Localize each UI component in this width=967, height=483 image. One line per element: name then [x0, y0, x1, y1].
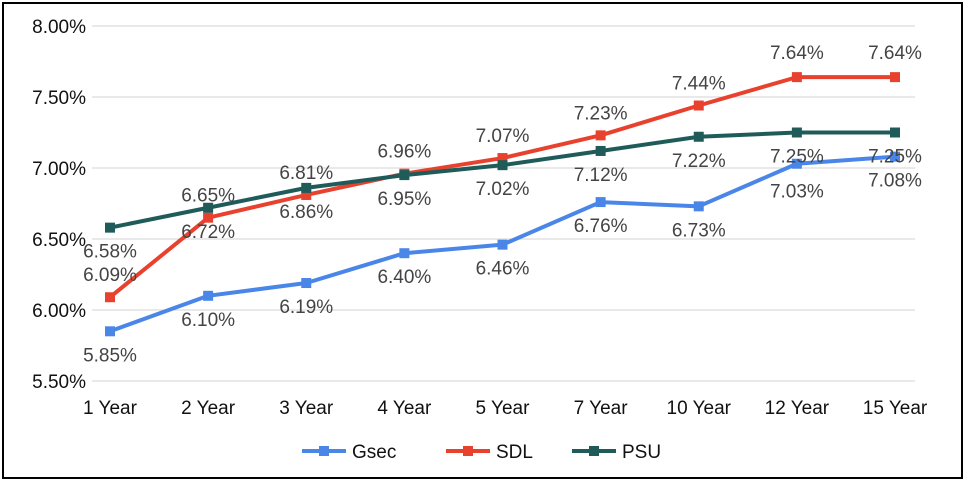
- gsec-data-label: 6.10%: [181, 310, 235, 331]
- psu-legend-marker: [589, 446, 599, 456]
- psu-marker: [595, 145, 606, 156]
- x-axis-ticks: 1 Year 2 Year 3 Year 4 Year 5 Year 7 Year 10 Y…: [83, 398, 928, 419]
- sdl-data-label: 7.44%: [672, 74, 726, 95]
- psu-marker: [693, 131, 704, 142]
- psu-data-label: 7.02%: [476, 179, 530, 200]
- gsec-legend-label: Gsec: [352, 442, 396, 463]
- x-tick-label: 4 Year: [377, 398, 432, 419]
- sdl-marker: [890, 72, 900, 83]
- sdl-data-label: 6.65%: [181, 186, 235, 207]
- gsec-data-label: 7.03%: [770, 182, 824, 203]
- gsec-marker: [595, 197, 606, 208]
- x-tick-label: 12 Year: [765, 398, 830, 419]
- sdl-marker: [791, 72, 802, 83]
- x-tick-label: 3 Year: [279, 398, 334, 419]
- gsec-marker: [497, 239, 508, 250]
- sdl-marker: [105, 292, 115, 303]
- psu-data-label: 6.72%: [181, 222, 235, 243]
- sdl-data-label: 7.64%: [770, 43, 824, 64]
- x-tick-label: 5 Year: [476, 398, 531, 419]
- x-tick-label: 1 Year: [83, 398, 138, 419]
- psu-marker: [890, 127, 900, 138]
- sdl-data-label: 6.96%: [377, 142, 431, 163]
- y-tick-label: 5.50%: [32, 372, 86, 393]
- gsec-data-label: 6.40%: [377, 267, 431, 288]
- gsec-data-label: 7.08%: [868, 171, 922, 192]
- psu-legend-label: PSU: [622, 442, 661, 463]
- gsec-marker: [693, 201, 704, 212]
- gsec-data-label: 6.19%: [279, 297, 333, 318]
- sdl-marker: [595, 130, 606, 141]
- sdl-marker: [301, 189, 312, 200]
- gsec-data-label: 6.73%: [672, 220, 726, 241]
- psu-marker: [497, 160, 508, 171]
- sdl-legend-label: SDL: [496, 442, 533, 463]
- sdl-legend-marker: [463, 446, 473, 456]
- psu-marker: [203, 202, 214, 213]
- x-tick-label: 10 Year: [667, 398, 732, 419]
- sdl-data-label: 7.07%: [476, 126, 530, 147]
- data-labels: 5.85% 6.10% 6.19% 6.40% 6.46% 6.76% 6.73% 7.03%…: [83, 43, 922, 366]
- psu-marker: [105, 222, 115, 233]
- gsec-marker: [301, 278, 312, 289]
- psu-data-label: 7.25%: [770, 147, 824, 168]
- gsec-data-label: 6.46%: [476, 259, 530, 280]
- psu-marker: [301, 182, 312, 193]
- gsec-marker: [105, 326, 115, 337]
- sdl-data-label: 6.81%: [279, 163, 333, 184]
- x-tick-label: 15 Year: [863, 398, 928, 419]
- y-tick-label: 6.50%: [32, 230, 86, 251]
- gsec-data-label: 5.85%: [83, 345, 137, 366]
- y-axis-ticks: 5.50% 6.00% 6.50% 7.00% 7.50% 8.00%: [32, 17, 86, 393]
- legend: Gsec SDL PSU: [302, 442, 661, 463]
- y-tick-label: 7.50%: [32, 88, 86, 109]
- sdl-marker: [497, 153, 508, 164]
- gsec-marker: [203, 290, 214, 301]
- gsec-marker: [399, 248, 410, 259]
- gsec-marker: [791, 158, 802, 169]
- sdl-marker: [203, 212, 214, 223]
- series-markers: [105, 72, 900, 337]
- sdl-data-label: 7.23%: [574, 103, 628, 124]
- psu-data-label: 7.25%: [868, 147, 922, 168]
- psu-data-label: 6.86%: [279, 202, 333, 223]
- gridlines: [92, 25, 915, 382]
- psu-marker: [791, 127, 802, 138]
- sdl-marker: [693, 100, 704, 111]
- sdl-data-label: 6.09%: [83, 265, 137, 286]
- x-tick-label: 7 Year: [574, 398, 629, 419]
- psu-data-label: 7.22%: [672, 151, 726, 172]
- psu-data-label: 6.95%: [377, 189, 431, 210]
- gsec-marker: [890, 151, 900, 162]
- sdl-data-label: 7.64%: [868, 43, 922, 64]
- y-tick-label: 8.00%: [32, 17, 86, 38]
- x-tick-label: 2 Year: [181, 398, 236, 419]
- psu-data-label: 7.12%: [574, 165, 628, 186]
- psu-data-label: 6.58%: [83, 242, 137, 263]
- psu-marker: [399, 170, 410, 181]
- y-tick-label: 6.00%: [32, 301, 86, 322]
- gsec-data-label: 6.76%: [574, 216, 628, 237]
- gsec-legend-marker: [319, 446, 329, 456]
- y-tick-label: 7.00%: [32, 159, 86, 180]
